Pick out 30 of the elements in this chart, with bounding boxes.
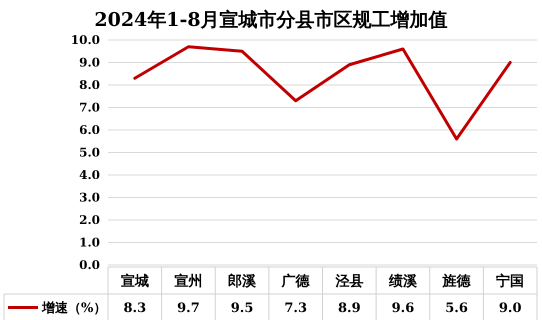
legend-label: 增速（%） <box>41 301 106 316</box>
data-label: 5.6 <box>445 301 468 316</box>
chart-title: 2024年1-8月宣城市分县市区规工增加值 <box>94 9 448 31</box>
y-tick-label: 8.0 <box>79 78 100 92</box>
data-label: 9.0 <box>498 301 522 316</box>
data-label: 9.6 <box>392 301 414 316</box>
data-label: 8.9 <box>338 301 361 316</box>
y-tick-label: 5.0 <box>79 146 100 160</box>
y-tick-label: 6.0 <box>79 123 100 138</box>
y-tick-label: 2.0 <box>79 213 100 228</box>
data-label: 9.7 <box>177 301 200 316</box>
y-tick-label: 1.0 <box>79 236 100 250</box>
data-label: 7.3 <box>284 301 307 316</box>
y-tick-label: 3.0 <box>79 190 100 205</box>
line-series <box>133 45 512 140</box>
y-tick-label: 9.0 <box>79 56 100 70</box>
y-tick-label: 10.0 <box>70 33 100 48</box>
x-tick-label: 郎溪 <box>228 272 258 290</box>
x-tick-label: 广德 <box>280 272 311 290</box>
x-tick-label: 旌德 <box>442 273 472 290</box>
y-tick-label: 7.0 <box>79 100 100 115</box>
x-tick-label: 宁国 <box>496 272 524 290</box>
y-tick-label: 0.0 <box>79 258 100 272</box>
x-tick-label: 宣城 <box>120 272 149 290</box>
x-tick-label: 绩溪 <box>388 273 418 290</box>
data-label: 9.5 <box>230 301 254 316</box>
data-label: 8.3 <box>124 301 146 316</box>
x-tick-label: 宣州 <box>174 272 202 290</box>
x-tick-label: 泾县 <box>334 273 364 290</box>
y-tick-label: 4.0 <box>79 168 100 182</box>
